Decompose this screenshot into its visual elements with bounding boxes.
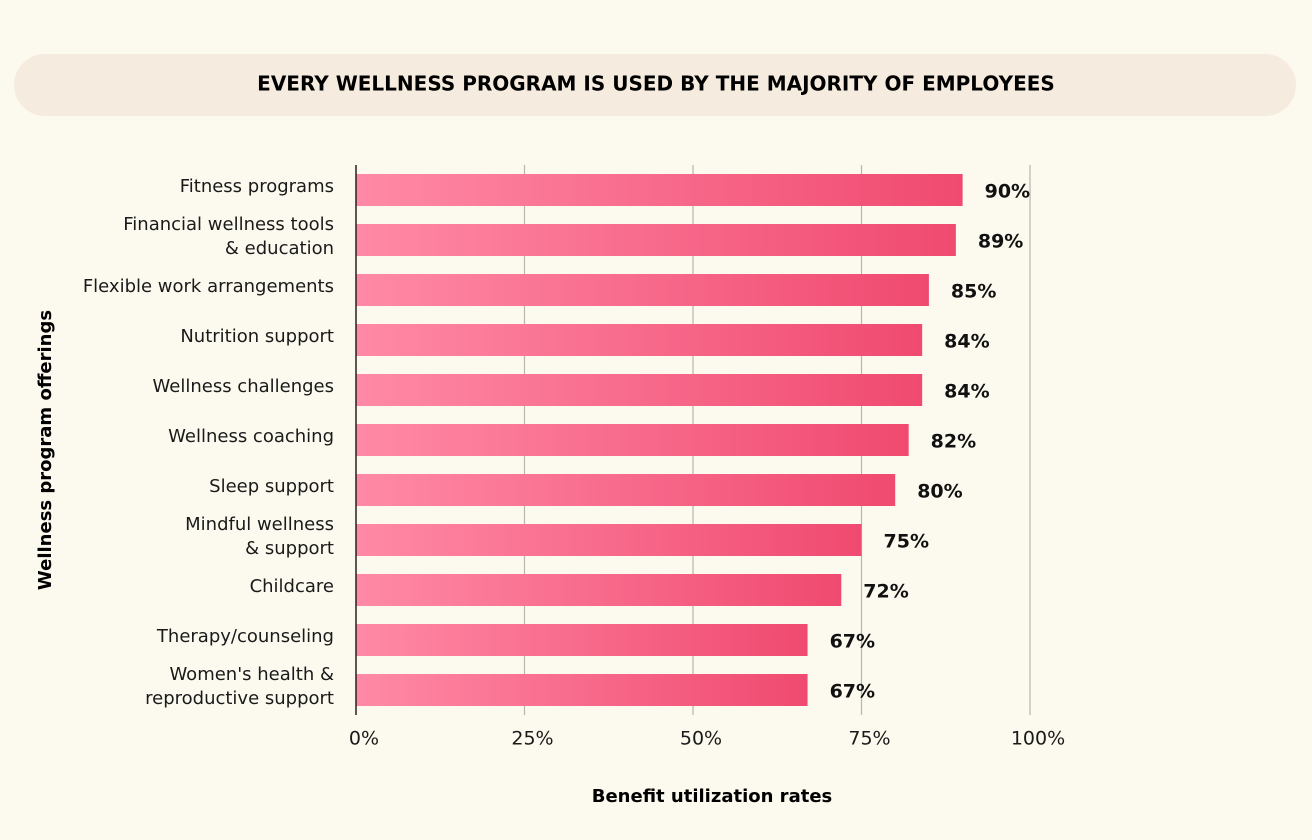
y-tick-label: Therapy/counseling [156,626,334,647]
value-label: 85% [951,281,996,303]
value-label: 84% [944,331,989,353]
y-tick-label: Women's health & reproductive support [145,664,334,709]
bar [356,174,963,206]
x-tick-label: 0% [349,728,379,750]
value-label: 72% [863,581,908,603]
value-label: 67% [830,681,875,703]
title-pill [14,54,1296,116]
bar [356,324,923,356]
value-label: 80% [917,481,962,503]
bar [356,274,929,306]
bar [356,674,808,706]
y-tick-label: Sleep support [209,476,334,497]
x-tick-label: 100% [1011,728,1065,750]
y-tick-label: Fitness programs [179,176,334,197]
x-tick-label: 25% [511,728,553,750]
x-tick-label: 50% [680,728,722,750]
x-axis-label: Benefit utilization rates [592,786,833,807]
y-tick-label: Childcare [249,576,334,597]
x-tick-label: 75% [848,728,890,750]
y-tick-label: Wellness coaching [168,426,334,447]
chart-title: EVERY WELLNESS PROGRAM IS USED BY THE MA… [257,72,1055,96]
y-axis-label: Wellness program offerings [35,310,56,590]
value-label: 75% [884,531,929,553]
y-tick-label: Mindful wellness & support [185,514,334,559]
value-label: 67% [830,631,875,653]
value-label: 90% [985,181,1030,203]
bar [356,424,909,456]
value-label: 84% [944,381,989,403]
value-label: 82% [931,431,976,453]
value-label: 89% [978,231,1023,253]
bar [356,624,808,656]
y-tick-label: Financial wellness tools & education [123,214,334,259]
bar [356,224,956,256]
y-tick-label: Flexible work arrangements [82,276,334,297]
bar [356,374,923,406]
bar [356,524,862,556]
bar [356,474,896,506]
y-tick-label: Wellness challenges [152,376,334,397]
bar [356,574,842,606]
y-tick-label: Nutrition support [180,326,334,347]
